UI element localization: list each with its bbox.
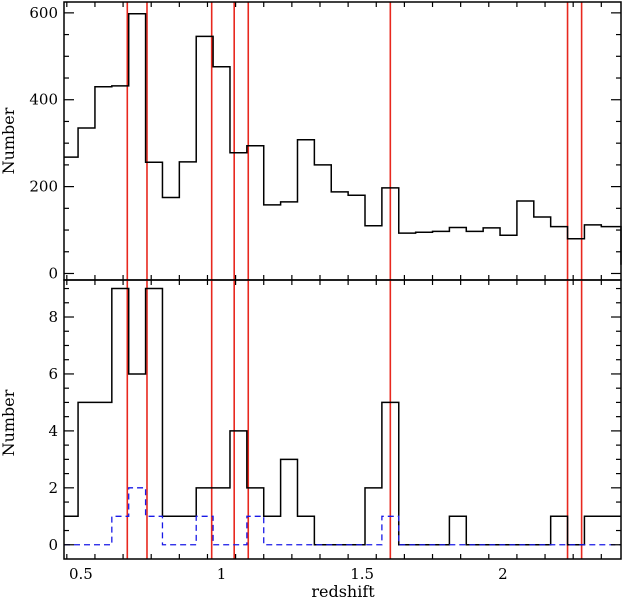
x-tick-label: 1: [217, 565, 227, 583]
bottom-panel: 0 2 4 6 8 0.5 1 1.5 2: [48, 279, 622, 583]
y-tick-label: 2: [48, 479, 58, 497]
top-panel: 0 200 400 600: [29, 1, 622, 282]
y-tick-label: 0: [48, 536, 58, 554]
y-tick-label: 8: [48, 308, 58, 326]
y-tick-label: 0: [48, 264, 58, 282]
y-tick-label: 6: [48, 365, 58, 383]
y-tick-label: 600: [29, 4, 58, 22]
plot-frame: [63, 279, 622, 560]
xlabel: redshift: [311, 582, 375, 601]
dashed-histogram-series: [64, 487, 621, 546]
x-tick-label: 1.5: [350, 565, 374, 583]
y-tick-label: 4: [48, 422, 58, 440]
y-tick-label: 200: [29, 178, 58, 196]
x-tick-label: 2: [498, 565, 508, 583]
solid-histogram-series: [64, 12, 622, 265]
bottom-ylabel: Number: [0, 389, 18, 456]
top-ylabel: Number: [0, 107, 18, 174]
y-tick-label: 400: [29, 91, 58, 109]
x-tick-label: 0.5: [69, 565, 93, 583]
